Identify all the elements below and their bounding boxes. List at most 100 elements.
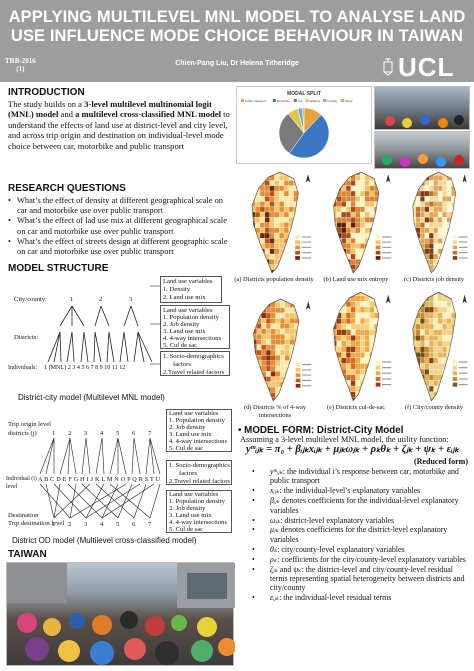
def-symbol: εᵢⱼₖ [270,593,280,603]
taiwan-map-drawing [333,291,392,402]
model-form-heading: • MODEL FORM: District-City Model [238,425,404,436]
district-mark: · [57,327,59,333]
def-symbol: βᵢⱼₖ [270,496,280,506]
model-form-intro: Assuming a 3-level multilevel MNL model,… [240,435,449,444]
intro-text-c: and [58,109,76,120]
definition-row: • ζⱼₖ and ψₖ: the district-level and city… [252,564,465,593]
box-line: 5. Cul de sac [169,445,204,452]
box-line: 4. 4-way intersections [163,335,222,342]
map-caption-c: (c) Districts job density [403,276,465,283]
individual-label: Individual (i) [6,476,37,482]
origin-label: Trip origin level [8,421,51,428]
legend-label: Cycling [327,99,337,103]
origin-num: 4 [100,430,104,437]
taiwan-map-c [398,170,472,275]
north-arrow-icon [462,294,467,304]
box-line: 3. Land use mix [163,328,206,335]
box-line: Land use variables [163,307,213,314]
definition-row: • ρₖ: coefficients for the city/county-le… [252,554,466,564]
def-text: : the individual-level’s explanatory var… [279,486,421,496]
legend-swatch [305,99,309,102]
north-arrow-icon [385,294,391,304]
box-line: factors [173,361,191,368]
land-use-box-1: Land use variables 1. Density 2. Land us… [160,276,222,303]
box-line: 4. 4-way intersections [169,519,228,526]
dest-num: 3 [84,521,88,528]
map-caption-e: (e) Districts cul-de-sac [326,404,386,411]
definition-row: • εᵢⱼₖ: the individual-level residual ter… [252,593,392,603]
pie-slice-motorbike [288,114,330,159]
box-line: 1. Density [163,286,191,293]
definition-row: • xᵢⱼₖ: the individual-level’s explanator… [252,486,421,496]
box-line: 2. Job density [169,505,206,512]
taiwan-map-drawing [412,171,468,274]
street-image-2 [382,154,464,167]
box-line: 5. Cul de sac [163,342,198,349]
box-line: 2.Travel related factors [163,369,225,376]
legend-label: Car [298,99,303,103]
individual-level-label: level [6,484,18,490]
intro-text-a: The study builds on a [8,99,85,109]
title-line-1: APPLYING MULTILEVEL MNL MODEL TO ANALYSE… [8,8,466,26]
trb-badge: TRB-2016 (1) [5,57,36,73]
origin-num: 2 [68,430,72,437]
dest-num: 4 [100,521,104,528]
legend-label: Walking [309,99,320,103]
introduction-text: The study builds on a 3-level multilevel… [8,99,234,151]
traffic-photo [6,562,236,666]
definition-row: • ωⱼₖ: district-level explanatory variabl… [252,515,395,525]
legend-swatch [341,99,345,102]
destination-label: Trip destination level [8,520,65,527]
taiwan-map-d [238,297,316,403]
dest-num: 7 [148,521,152,528]
individual-nums: 1 (MNL) 2 3 4 5 6 7 8 9 10 11 12 [44,365,126,371]
box-line: factors [179,470,197,477]
box-line: 5. Cul de sac [169,526,204,533]
def-symbol: θₖ [270,544,278,554]
map-caption-f: (f) City/county density [404,404,464,411]
definitions-list: • yᵐᵢⱼₖ: the individual i’s response betw… [252,467,472,603]
brace-lines [150,285,160,365]
motorbike-crowd-image [7,563,236,665]
intro-text-d: a multilevel cross-classified MNL model [75,109,221,120]
modal-split-chart: MODAL SPLIT Public transport Motorbike Car… [236,86,372,164]
list-item: What’s the effect of streets design at d… [8,237,234,257]
dest-num: 5 [116,521,120,528]
legend-swatch [272,99,276,102]
districts-j-label: districts (j) [8,430,37,437]
poster-title: APPLYING MULTILEVEL MNL MODEL TO ANALYSE… [0,8,474,46]
origin-num: 1 [52,430,56,437]
def-symbol: ρₖ [270,554,278,564]
origin-num: 3 [84,430,88,437]
def-symbol: yᵐᵢⱼₖ [270,467,283,476]
dest-num: 2 [68,521,72,528]
chart-legend: Public transport Motorbike Car Walking Cycli… [241,99,353,103]
district-city-tree: · [47,305,153,363]
city-num-2: 2 [99,296,103,303]
legend-swatch [241,99,244,102]
city-num-3: 3 [129,296,133,303]
box-line: 1. Socio-demographics [169,462,230,469]
box-line: Land use variables [169,410,219,417]
box-line: 2. Job density [169,424,206,431]
street-photo-1 [374,86,470,130]
north-arrow-icon [462,174,467,183]
districts-label: Districts: [14,334,39,341]
dest-num: 1 [52,521,56,528]
land-use-box-4: Land use variables 1. Population density… [166,490,232,533]
model-structure-heading: MODEL STRUCTURE [8,263,109,274]
def-symbol: ζⱼₖ [270,564,278,574]
def-text: : the individual-level residual terms [279,593,392,603]
box-line: 4. 4-way intersections [169,438,228,445]
taiwan-map-drawing [333,171,392,274]
def-text: and ψₖ: the district-level and city/coun… [270,564,465,593]
dest-num: 6 [132,521,136,528]
individual-letters: A B C D E F G H I J K L M N O P Q R S T … [38,476,161,483]
def-text: : district-level explanatory variables [280,515,395,525]
legend-swatch [323,99,327,102]
district-od-caption: District OD model (Multilevel cross-clas… [12,536,197,545]
taiwan-map-e [318,290,396,403]
def-text: : city/county-level explanatory variable… [277,544,405,554]
box-line: Land use variables [163,278,213,285]
district-city-caption: District-city model (Multilevel MNL mode… [18,393,165,402]
